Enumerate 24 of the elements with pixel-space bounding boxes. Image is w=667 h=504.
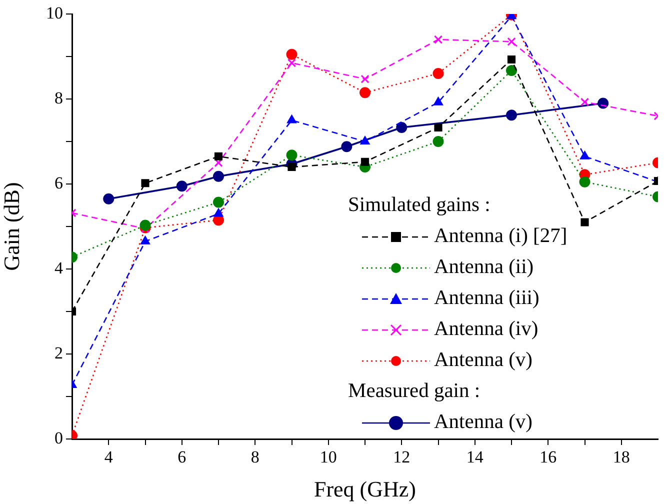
- legend-label: Antenna (v): [434, 410, 532, 435]
- x-tick-label: 10: [320, 448, 337, 467]
- legend-label: Antenna (iv): [434, 317, 538, 342]
- x-axis-title: Freq (GHz): [314, 476, 416, 502]
- y-axis-title: Gain (dB): [0, 182, 24, 271]
- x-tick-label: 12: [393, 448, 410, 467]
- legend-label: Antenna (ii): [434, 255, 534, 280]
- y-tick-label: 4: [54, 258, 64, 278]
- y-tick-label: 0: [54, 428, 63, 448]
- x-tick-label: 6: [178, 448, 186, 467]
- x-tick-label: 14: [466, 448, 484, 467]
- legend-label: Antenna (iii): [434, 286, 540, 311]
- legend-label: Antenna (i) [27]: [434, 224, 568, 249]
- legend-title: Simulated gains :: [348, 193, 492, 218]
- x-tick-label: 18: [612, 448, 630, 467]
- annotation: Measured gain :: [348, 379, 482, 404]
- y-tick-label: 8: [54, 88, 63, 108]
- y-tick-label: 6: [54, 173, 63, 192]
- legend-label: Antenna (v): [434, 348, 532, 373]
- x-tick-label: 8: [250, 448, 260, 467]
- y-tick-label: 2: [54, 343, 63, 362]
- x-tick-label: 16: [540, 448, 557, 467]
- x-tick-label: 4: [104, 448, 114, 467]
- y-tick-label: 10: [46, 3, 63, 22]
